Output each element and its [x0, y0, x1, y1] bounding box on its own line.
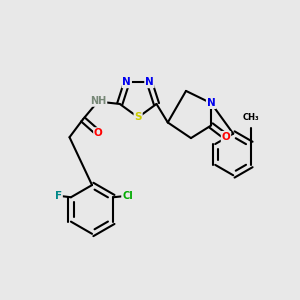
- Text: Cl: Cl: [122, 191, 133, 201]
- Text: CH₃: CH₃: [243, 113, 260, 122]
- Text: F: F: [55, 191, 62, 201]
- Text: S: S: [134, 112, 142, 122]
- Text: N: N: [207, 98, 215, 108]
- Text: O: O: [222, 132, 230, 142]
- Text: N: N: [122, 77, 131, 87]
- Text: NH: NH: [90, 96, 106, 106]
- Text: O: O: [94, 128, 103, 138]
- Text: N: N: [145, 77, 154, 87]
